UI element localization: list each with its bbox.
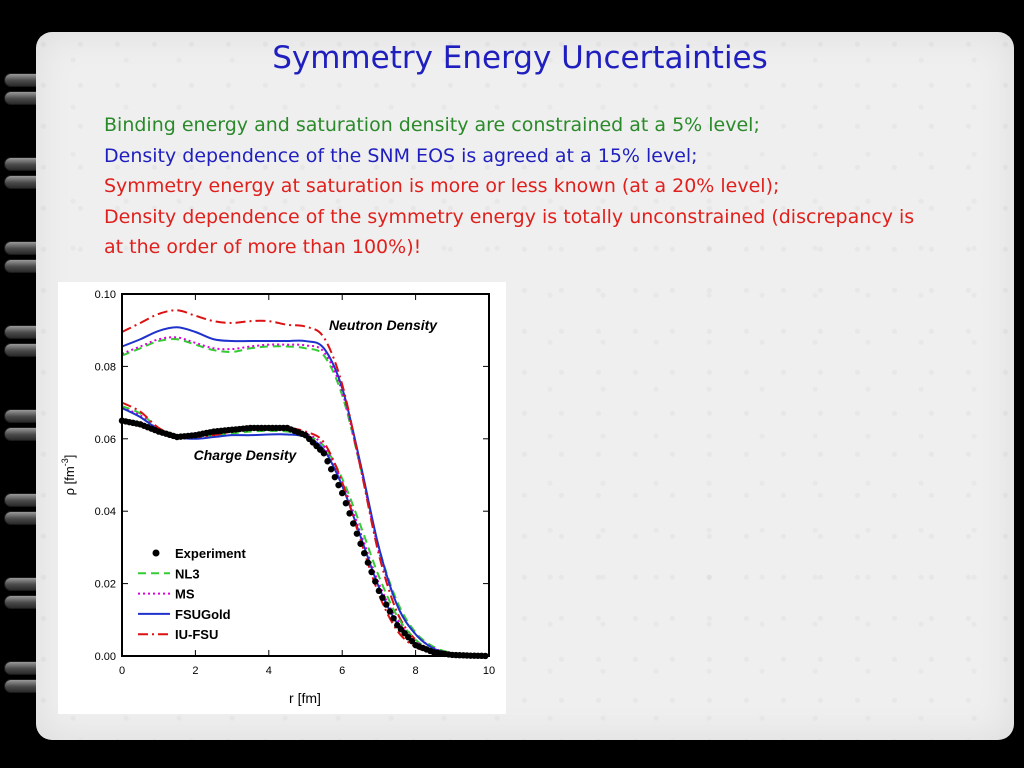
experiment-point xyxy=(390,615,397,622)
experiment-point xyxy=(361,549,368,557)
experiment-point xyxy=(357,540,364,547)
experiment-point xyxy=(350,520,357,527)
y-tick-label: 0.10 xyxy=(95,289,116,301)
density-chart-panel: 0 2 4 6 8 10 0.00 0.02 0.04 0.06 0.08 0.10 Neutron … xyxy=(58,282,506,714)
bullet-line-2: Density dependence of the SNM EOS is agr… xyxy=(104,144,698,167)
series-experiment-charge xyxy=(118,417,489,660)
y-axis-label: ρ [fm-3] xyxy=(60,455,77,496)
annotation-neutron: Neutron Density xyxy=(329,317,438,333)
experiment-point xyxy=(339,489,346,497)
experiment-point xyxy=(331,473,339,481)
density-chart: 0 2 4 6 8 10 0.00 0.02 0.04 0.06 0.08 0.10 Neutron … xyxy=(60,289,495,706)
bullet-text: Binding energy and saturation density ar… xyxy=(104,110,1004,263)
y-tick-label: 0.04 xyxy=(95,506,116,518)
experiment-point xyxy=(324,458,331,465)
y-axis-label-end: ] xyxy=(62,455,77,459)
x-tick-label: 10 xyxy=(483,665,495,677)
experiment-point xyxy=(386,608,394,615)
series-nl3-neutron xyxy=(121,338,490,657)
legend-swatch-experiment xyxy=(152,549,160,557)
series-fsugold-neutron xyxy=(121,326,490,657)
bullet-line-3: Symmetry energy at saturation is more or… xyxy=(104,175,780,197)
experiment-point xyxy=(335,481,342,489)
annotation-charge: Charge Density xyxy=(194,447,298,463)
experiment-point xyxy=(368,568,375,576)
x-tick-label: 6 xyxy=(339,665,345,677)
bullet-line-5: at the order of more than 100%)! xyxy=(104,236,422,258)
legend-label-nl3: NL3 xyxy=(175,566,200,581)
bullet-line-1: Binding energy and saturation density ar… xyxy=(104,114,760,136)
legend-label-ms: MS xyxy=(175,587,195,602)
y-tick-label: 0.02 xyxy=(95,579,116,591)
legend-label-iu-fsu: IU-FSU xyxy=(175,627,218,642)
experiment-point xyxy=(353,530,361,537)
bullet-line-4: Density dependence of the symmetry energ… xyxy=(104,205,915,228)
experiment-point xyxy=(342,500,350,507)
experiment-point xyxy=(364,559,372,566)
chart-legend: Experiment NL3 MS FSUGold IU-FSU xyxy=(138,546,246,642)
experiment-point xyxy=(383,601,390,608)
slide-title: Symmetry Energy Uncertainties xyxy=(272,40,768,76)
experiment-point xyxy=(327,466,335,473)
x-tick-label: 2 xyxy=(192,665,198,677)
experiment-point xyxy=(379,594,386,601)
x-tick-label: 4 xyxy=(266,665,272,677)
x-axis-label: r [fm] xyxy=(289,690,321,706)
experiment-point xyxy=(320,450,328,457)
y-tick-label: 0.06 xyxy=(95,434,116,446)
y-tick-label: 0.00 xyxy=(95,651,116,663)
experiment-point xyxy=(372,578,379,585)
x-tick-label: 8 xyxy=(413,665,419,677)
legend-label-experiment: Experiment xyxy=(175,546,246,561)
y-axis-label-sup: -3 xyxy=(60,458,70,466)
experiment-point xyxy=(375,587,383,595)
x-tick-label: 0 xyxy=(119,665,125,677)
y-axis-label-main: ρ [fm xyxy=(62,466,77,495)
y-tick-label: 0.08 xyxy=(95,361,116,373)
legend-label-fsugold: FSUGold xyxy=(175,607,231,622)
series-iu-fsu-neutron xyxy=(121,309,490,657)
plot-frame xyxy=(121,293,490,657)
experiment-point xyxy=(346,510,353,517)
series-iu-fsu-charge xyxy=(121,401,490,657)
